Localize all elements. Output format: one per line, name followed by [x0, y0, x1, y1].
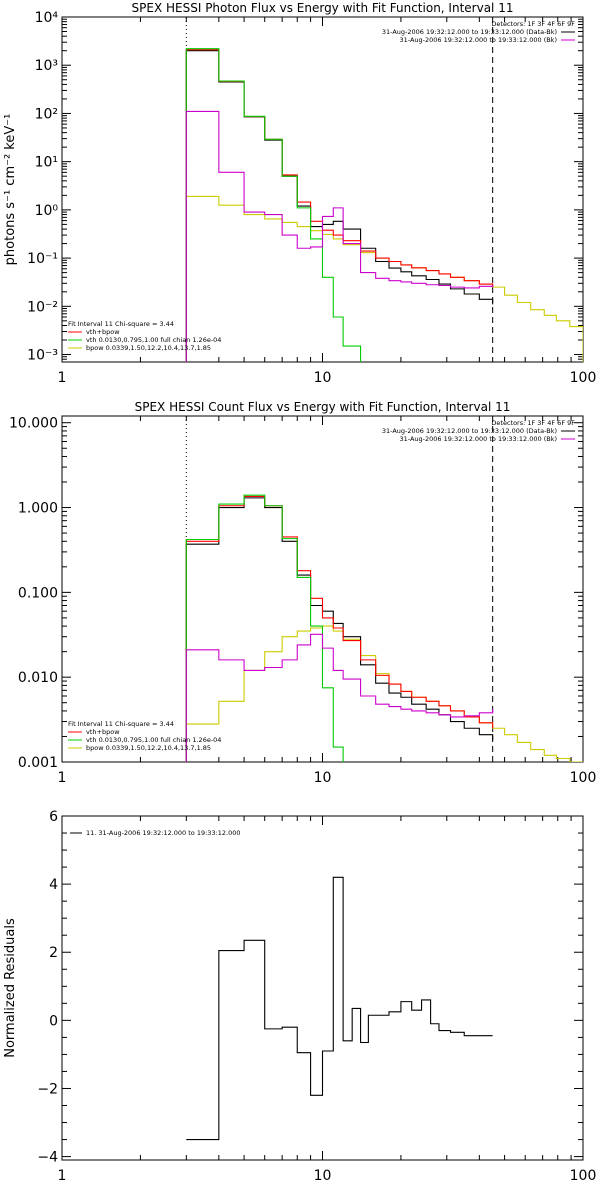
legend-bottom-entry: vth+bpow — [86, 328, 120, 336]
x-tick-label: 10 — [314, 1168, 332, 1184]
legend-bottom-entry: Fit Interval 11 Chi-square = 3.44 — [68, 720, 174, 728]
legend-bottom-left: Fit Interval 11 Chi-square = 3.44vth+bpo… — [68, 720, 221, 752]
legend-bottom-entry: Fit Interval 11 Chi-square = 3.44 — [68, 320, 174, 328]
y-ticks — [62, 815, 583, 1158]
legend-top-entry: Detectors: 1F 3F 4F 6F 9F — [491, 20, 575, 28]
series-line-2 — [185, 497, 494, 762]
legend-top-entry: Detectors: 1F 3F 4F 6F 9F — [491, 419, 575, 427]
series-line-4 — [185, 494, 344, 762]
y-tick-label: 10³ — [35, 58, 58, 74]
series-line-3 — [185, 49, 494, 362]
legend-bottom-left: Fit Interval 11 Chi-square = 3.44vth+bpo… — [68, 320, 221, 352]
y-axis-label: Normalized Residuals — [3, 918, 18, 1058]
y-tick-label: 10⁻² — [27, 299, 58, 315]
chart-title: SPEX HESSI Count Flux vs Energy with Fit… — [135, 400, 511, 414]
y-tick-label: 0.001 — [18, 755, 58, 771]
plot-frame — [61, 415, 584, 763]
x-tick-label: 1 — [58, 770, 67, 786]
y-axis-label: photons s⁻¹ cm⁻² keV⁻¹ — [3, 114, 18, 266]
x-ticks — [61, 17, 572, 362]
series-line-5 — [185, 633, 494, 762]
chart-1: SPEX HESSI Photon Flux vs Energy with Fi… — [3, 1, 596, 386]
legend-bottom-entry: vth 0.0130,0.795,1.00 full chian 1.26e-0… — [86, 336, 221, 344]
y-tick-label: 10⁻³ — [27, 348, 58, 364]
y-tick-label: −2 — [37, 1081, 58, 1097]
series-line-4 — [185, 48, 362, 362]
x-tick-label: 10 — [314, 770, 332, 786]
legend-bottom-entry: vth+bpow — [86, 728, 120, 736]
x-tick-label: 100 — [570, 1168, 597, 1184]
x-ticks — [61, 816, 572, 1160]
y-tick-label: 0.010 — [18, 670, 58, 686]
series-line-5 — [185, 110, 494, 362]
y-tick-label: 10¹ — [35, 155, 58, 171]
y-tick-label: 10.000 — [9, 416, 58, 432]
series-line-1 — [186, 876, 493, 1141]
legend-top-entry: 31-Aug-2006 19:32:12.000 to 19:33:12.000… — [400, 36, 557, 44]
y-tick-label: 10⁴ — [35, 10, 59, 26]
y-ticks — [62, 16, 583, 363]
legend-bottom-entry: bpow 0.0339,1.50,12.2,10.4,13.7,1.85 — [86, 344, 211, 352]
y-tick-label: 2 — [49, 945, 58, 961]
y-ticks — [62, 422, 583, 763]
series-line-3 — [185, 495, 494, 762]
plot-frame — [61, 16, 584, 363]
legend-top-entry: 31-Aug-2006 19:32:12.000 to 19:33:12.000… — [382, 28, 557, 36]
y-tick-label: −4 — [37, 1150, 58, 1166]
series-line-1 — [185, 625, 583, 762]
y-tick-label: 10² — [35, 106, 58, 122]
legend-top-left: 11. 31-Aug-2006 19:32:12.000 to 19:33:12… — [70, 829, 241, 837]
x-ticks — [61, 416, 572, 762]
y-tick-label: 1.000 — [18, 501, 58, 517]
series-group — [185, 494, 583, 762]
series-group — [186, 876, 493, 1141]
chart-title: SPEX HESSI Photon Flux vs Energy with Fi… — [132, 1, 514, 15]
y-tick-label: 10⁻¹ — [27, 251, 58, 267]
x-tick-label: 10 — [314, 370, 332, 386]
chart-3: Normalized Residuals 1 10 100 −4 −2 0 2 4 6 11. 31… — [3, 809, 596, 1184]
y-tick-label: 0 — [49, 1013, 58, 1029]
y-tick-label: 4 — [49, 877, 58, 893]
legend-bottom-entry: vth 0.0130,0.795,1.00 full chian 1.26e-0… — [86, 736, 221, 744]
plot-frame — [61, 815, 584, 1161]
x-tick-label: 100 — [570, 370, 597, 386]
legend-top-entry: 31-Aug-2006 19:32:12.000 to 19:33:12.000… — [400, 435, 557, 443]
legend-entry: 11. 31-Aug-2006 19:32:12.000 to 19:33:12… — [86, 829, 241, 837]
y-tick-label: 0.100 — [18, 585, 58, 601]
x-tick-label: 1 — [58, 370, 67, 386]
legend-top-entry: 31-Aug-2006 19:32:12.000 to 19:33:12.000… — [382, 427, 557, 435]
series-group — [185, 48, 583, 362]
y-tick-label: 10⁰ — [35, 203, 59, 219]
y-tick-label: 6 — [49, 809, 58, 825]
x-tick-label: 100 — [570, 770, 597, 786]
series-line-1 — [185, 195, 583, 362]
x-tick-label: 1 — [58, 1168, 67, 1184]
legend-bottom-entry: bpow 0.0339,1.50,12.2,10.4,13.7,1.85 — [86, 744, 211, 752]
series-line-2 — [185, 50, 494, 362]
chart-2: SPEX HESSI Count Flux vs Energy with Fit… — [9, 400, 597, 786]
